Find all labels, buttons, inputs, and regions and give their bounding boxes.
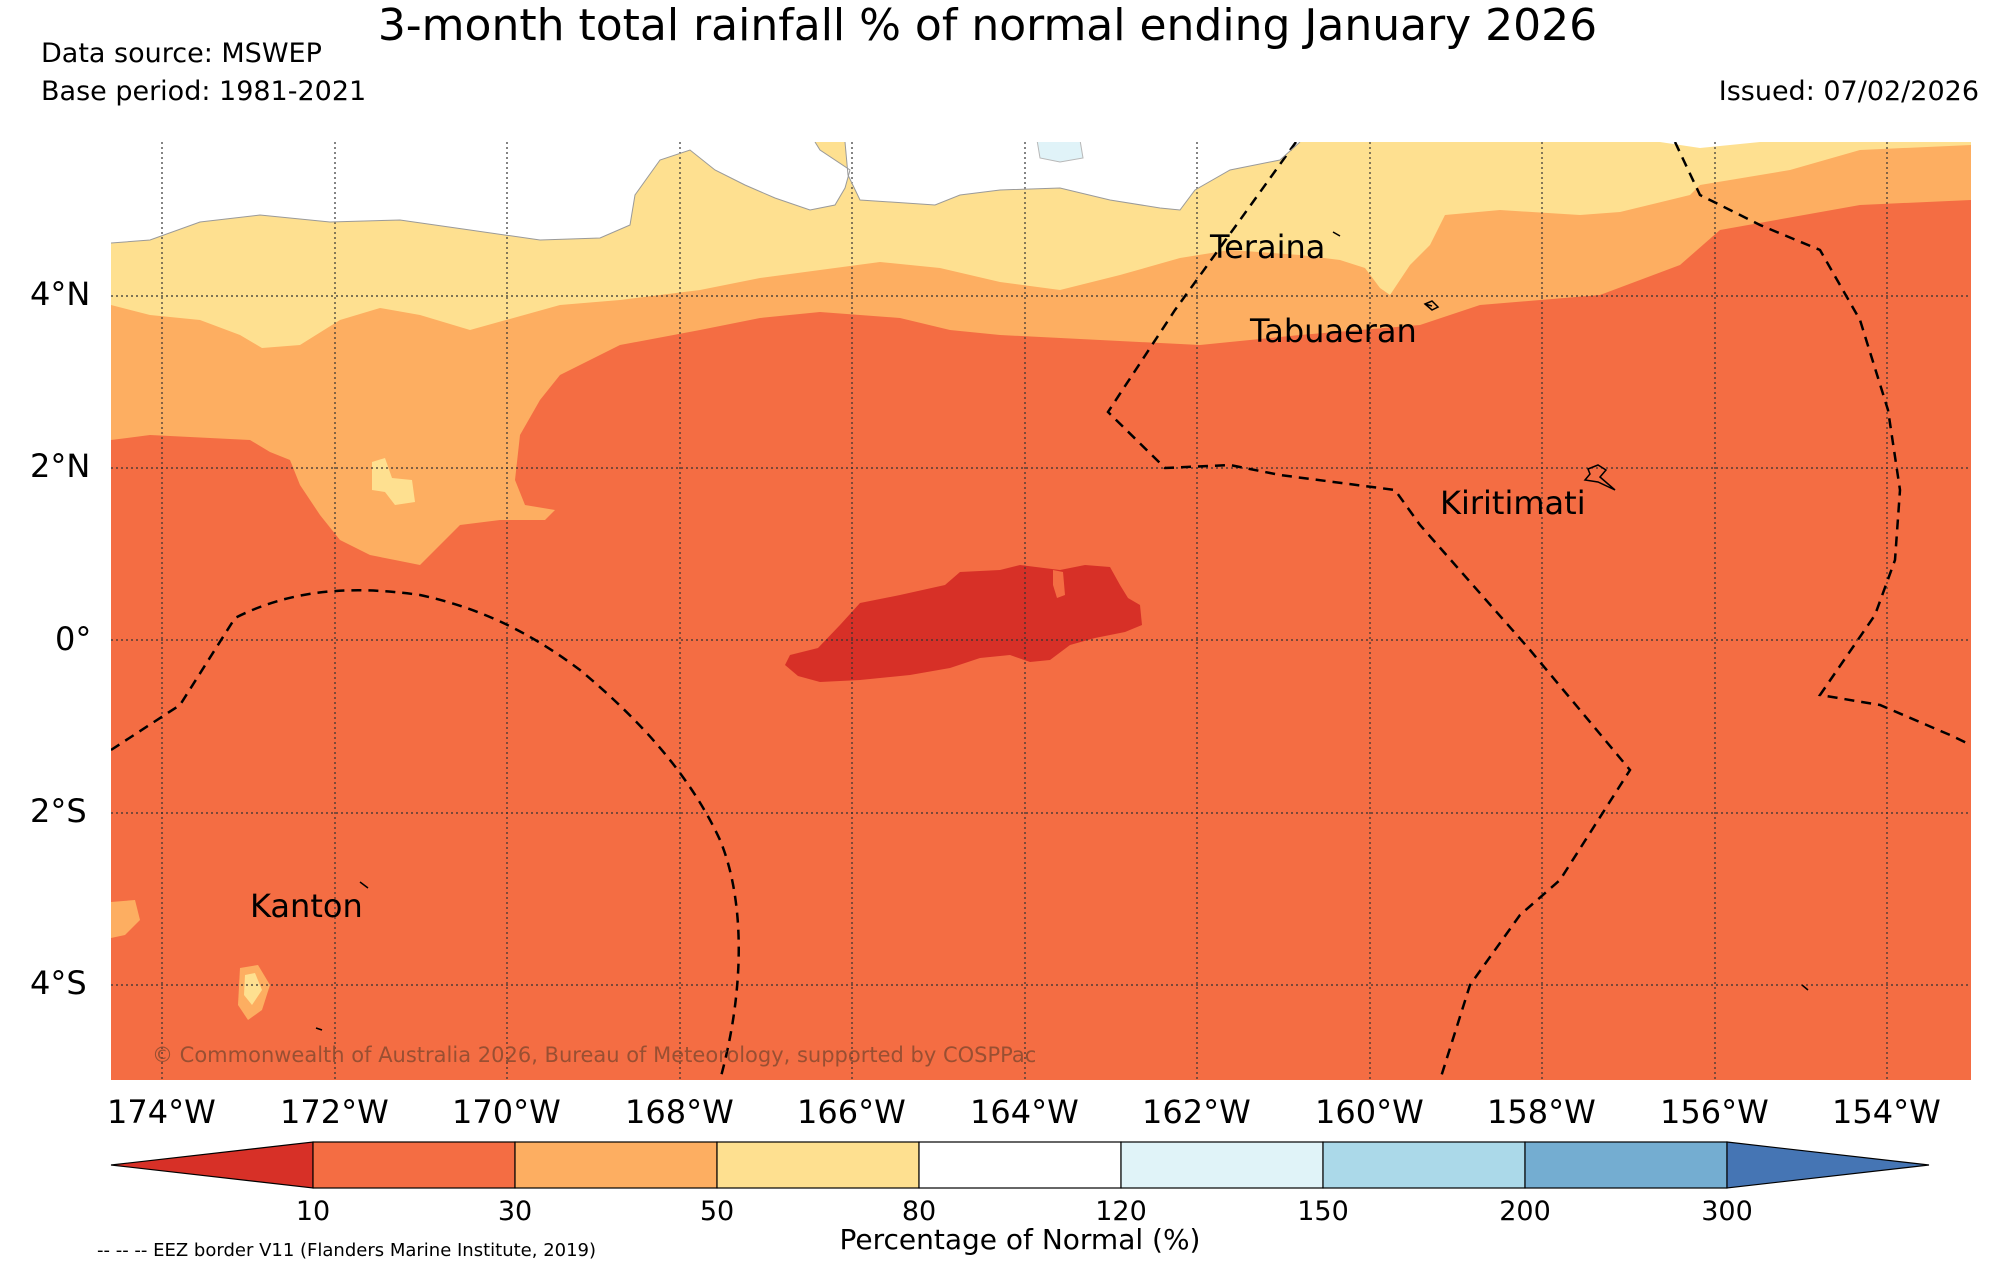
lat-tick: 2°S [30, 792, 87, 830]
colorbar-tick: 300 [1701, 1196, 1753, 1227]
lat-tick: 4°N [30, 275, 91, 313]
place-label-kanton: Kanton [250, 887, 363, 925]
colorbar-10-30 [312, 1141, 516, 1189]
base-period-label: Base period: 1981-2021 [41, 76, 367, 107]
region-80-120-percent-3 [1660, 142, 1760, 148]
colorbar-150-200 [1322, 1141, 1526, 1189]
lat-tick: 2°N [30, 447, 91, 485]
lon-tick: 162°W [1142, 1093, 1251, 1131]
colorbar-120-150 [1120, 1141, 1324, 1189]
colorbar-tick: 80 [901, 1196, 937, 1227]
colorbar [110, 1141, 1930, 1189]
lon-tick: 164°W [970, 1093, 1079, 1131]
lon-tick: 166°W [797, 1093, 906, 1131]
colorbar-title: Percentage of Normal (%) [839, 1223, 1201, 1256]
lon-tick: 168°W [625, 1093, 734, 1131]
lon-tick: 158°W [1487, 1093, 1596, 1131]
issued-date-label: Issued: 07/02/2026 [1718, 76, 1979, 107]
lon-tick: 172°W [280, 1093, 389, 1131]
colorbar-above-300 [1726, 1141, 1930, 1189]
colorbar-80-120 [918, 1141, 1122, 1189]
lon-tick: 156°W [1660, 1093, 1769, 1131]
place-label-teraina: Teraina [1210, 228, 1326, 266]
place-label-tabuaeran: Tabuaeran [1250, 312, 1417, 350]
island-outlines [315, 231, 1809, 1031]
region-above-range-gap [1053, 570, 1065, 598]
lon-tick: 154°W [1832, 1093, 1941, 1131]
data-source-label: Data source: MSWEP [41, 38, 322, 69]
lat-tick: 4°S [30, 964, 87, 1002]
colorbar-below-10 [110, 1141, 314, 1189]
colorbar-tick: 150 [1297, 1196, 1349, 1227]
region-below-10-percent [785, 565, 1142, 682]
colorbar-50-80 [716, 1141, 920, 1189]
place-label-kiritimati: Kiritimati [1440, 484, 1586, 522]
lon-tick: 170°W [452, 1093, 561, 1131]
contour-edges [111, 142, 1301, 244]
eez-footnote: -- -- -- EEZ border V11 (Flanders Marine… [97, 1240, 597, 1261]
region-80-120-percent [111, 142, 850, 243]
colorbar-tick: 120 [1095, 1196, 1147, 1227]
region-30-50-percent-patch [111, 900, 140, 938]
lon-tick: 174°W [107, 1093, 216, 1131]
colorbar-30-50 [514, 1141, 718, 1189]
copyright-text: © Commonwealth of Australia 2026, Bureau… [152, 1043, 1037, 1067]
colorbar-200-300 [1524, 1141, 1728, 1189]
colorbar-tick: 10 [295, 1196, 331, 1227]
eez-borders [111, 142, 1971, 1080]
region-80-120-percent-2 [845, 142, 1300, 210]
lon-tick: 160°W [1315, 1093, 1424, 1131]
graticule [111, 142, 1971, 1080]
region-50-80-percent-patch [372, 458, 415, 505]
region-50-80-percent-patch-3 [244, 973, 262, 1005]
colorbar-tick: 200 [1499, 1196, 1551, 1227]
colorbar-tick: 50 [699, 1196, 735, 1227]
lat-tick: 0° [55, 620, 92, 658]
colorbar-tick: 30 [497, 1196, 533, 1227]
region-120-150-percent [1036, 142, 1084, 163]
map-title: 3-month total rainfall % of normal endin… [377, 0, 1598, 51]
